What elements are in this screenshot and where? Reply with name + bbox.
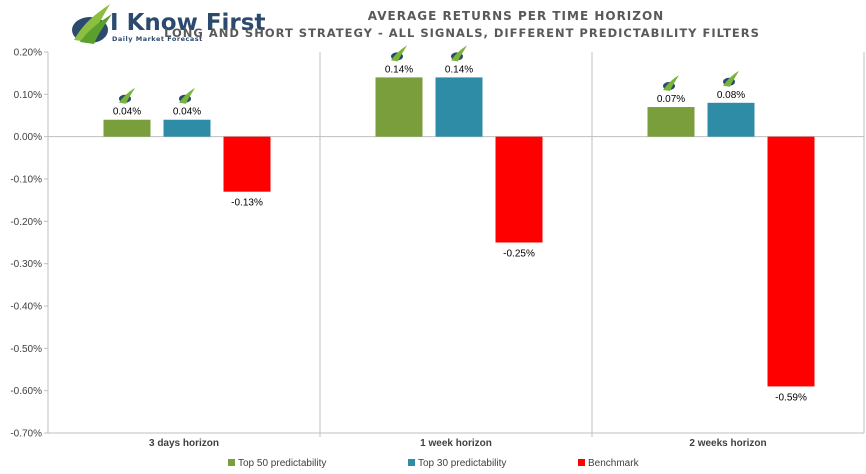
legend-swatch — [578, 459, 585, 466]
bar — [163, 119, 211, 137]
plot-area: 0.20% 0.10% 0.00% -0.10% -0.20% -0.30% -0.40% -… — [10, 45, 865, 449]
logo-tagline-text: Daily Market Forecast — [112, 35, 203, 43]
logo-marker-icon — [119, 87, 135, 104]
bar — [707, 102, 755, 137]
y-tick-label: -0.70% — [10, 429, 42, 440]
y-tick-label: -0.60% — [10, 386, 42, 397]
y-tick-label: 0.10% — [14, 90, 42, 101]
brand-logo: I Know First Daily Market Forecast — [72, 4, 265, 44]
y-tick-label: -0.40% — [10, 302, 42, 313]
bar — [375, 77, 423, 137]
y-tick-label: 0.20% — [14, 48, 42, 59]
y-tick-label: -0.10% — [10, 175, 42, 186]
bar — [767, 136, 815, 387]
bar — [435, 77, 483, 137]
legend-entry: Top 50 predictability — [238, 458, 326, 469]
legend-swatch — [408, 459, 415, 466]
logo-marker-icon — [663, 75, 679, 92]
y-tick-label: -0.50% — [10, 344, 42, 355]
logo-marker-icon — [179, 87, 195, 104]
bar — [223, 136, 271, 192]
legend-swatch — [228, 459, 235, 466]
bar — [647, 107, 695, 137]
data-label: 0.14% — [385, 64, 413, 75]
chart-subtitle: LONG AND SHORT STRATEGY - ALL SIGNALS, D… — [164, 26, 760, 40]
data-label: 0.07% — [657, 94, 685, 105]
data-label: -0.25% — [503, 249, 535, 260]
legend-entry: Top 30 predictability — [418, 458, 506, 469]
legend-entry: Benchmark — [588, 458, 640, 469]
y-tick-label: -0.30% — [10, 259, 42, 270]
category-label: 3 days horizon — [149, 438, 219, 449]
logo-marker-icon — [723, 70, 739, 87]
data-label: 0.08% — [717, 90, 745, 101]
y-tick-label: 0.00% — [14, 132, 42, 143]
bar — [495, 136, 543, 243]
chart-title: AVERAGE RETURNS PER TIME HORIZON — [368, 9, 664, 23]
category-label: 1 week horizon — [420, 438, 492, 449]
data-label: 0.04% — [173, 107, 201, 118]
logo-brand-text: I Know First — [110, 10, 265, 36]
bar — [103, 119, 151, 137]
data-label: -0.59% — [775, 392, 807, 403]
logo-marker-icon — [451, 45, 467, 62]
category-label: 2 weeks horizon — [689, 438, 766, 449]
data-label: 0.04% — [113, 107, 141, 118]
data-label: -0.13% — [231, 198, 263, 209]
logo-arrow-icon — [72, 4, 112, 44]
y-tick-label: -0.20% — [10, 217, 42, 228]
data-label: 0.14% — [445, 64, 473, 75]
logo-marker-icon — [391, 45, 407, 62]
legend: Top 50 predictability Top 30 predictabili… — [228, 458, 640, 469]
